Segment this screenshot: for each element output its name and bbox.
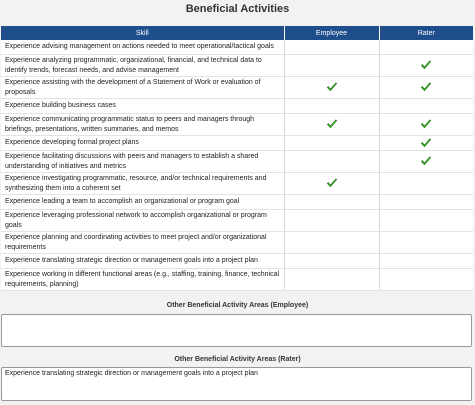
employee-check-cell[interactable]: [284, 98, 380, 114]
column-header-skill: Skill: [1, 26, 285, 40]
table-row: Experience translating strategic directi…: [1, 253, 473, 269]
checkmark-icon: [420, 156, 432, 166]
checkmark-icon: [420, 119, 432, 129]
column-header-rater: Rater: [379, 26, 473, 40]
employee-check-cell[interactable]: [284, 209, 380, 232]
rater-check-cell[interactable]: [379, 194, 473, 210]
employee-check-cell[interactable]: [284, 54, 380, 77]
rater-check-cell[interactable]: [379, 253, 473, 269]
table-row: Experience communicating programmatic st…: [1, 113, 473, 136]
table-row: Experience planning and coordinating act…: [1, 231, 473, 254]
table-row: Experience leveraging professional netwo…: [1, 209, 473, 232]
table-row: Experience building business cases: [1, 98, 473, 114]
skill-cell: Experience building business cases: [1, 98, 285, 114]
rater-check-cell[interactable]: [379, 268, 473, 291]
rater-check-cell[interactable]: [379, 172, 473, 195]
employee-check-cell[interactable]: [284, 135, 380, 151]
rater-check-cell[interactable]: [379, 76, 473, 99]
table-row: Experience investigating programmatic, r…: [1, 172, 473, 195]
skill-cell: Experience developing formal project pla…: [1, 135, 285, 151]
checkmark-icon: [326, 82, 338, 92]
table-row: Experience working in different function…: [1, 268, 473, 291]
checkmark-icon: [420, 82, 432, 92]
skill-cell: Experience facilitating discussions with…: [1, 150, 285, 173]
employee-check-cell[interactable]: [284, 150, 380, 173]
rater-check-cell[interactable]: [379, 231, 473, 254]
skill-cell: Experience advising management on action…: [1, 40, 285, 55]
skill-cell: Experience leveraging professional netwo…: [1, 209, 285, 232]
employee-check-cell[interactable]: [284, 172, 380, 195]
rater-check-cell[interactable]: [379, 135, 473, 151]
table-header-row: Skill Employee Rater: [1, 26, 473, 40]
skill-cell: Experience communicating programmatic st…: [1, 113, 285, 136]
skill-cell: Experience translating strategic directi…: [1, 253, 285, 269]
skill-cell: Experience assisting with the developmen…: [1, 76, 285, 99]
skill-cell: Experience analyzing programmatic, organ…: [1, 54, 285, 77]
rater-check-cell[interactable]: [379, 40, 473, 55]
employee-check-cell[interactable]: [284, 40, 380, 55]
other-employee-title: Other Beneficial Activity Areas (Employe…: [166, 302, 309, 309]
table-row: Experience analyzing programmatic, organ…: [1, 54, 473, 77]
checkmark-icon: [326, 119, 338, 129]
employee-check-cell[interactable]: [284, 76, 380, 99]
employee-check-cell[interactable]: [284, 194, 380, 210]
other-rater-title: Other Beneficial Activity Areas (Rater): [174, 356, 301, 363]
page-title: Beneficial Activities: [185, 3, 290, 15]
skill-cell: Experience investigating programmatic, r…: [1, 172, 285, 195]
other-rater-textarea[interactable]: Experience translating strategic directi…: [1, 367, 472, 401]
skill-cell: Experience planning and coordinating act…: [1, 231, 285, 254]
skill-cell: Experience leading a team to accomplish …: [1, 194, 285, 210]
rater-check-cell[interactable]: [379, 150, 473, 173]
rater-check-cell[interactable]: [379, 113, 473, 136]
employee-check-cell[interactable]: [284, 113, 380, 136]
column-header-employee: Employee: [284, 26, 380, 40]
table-row: Experience assisting with the developmen…: [1, 76, 473, 99]
table-row: Experience advising management on action…: [1, 40, 473, 55]
table-row: Experience facilitating discussions with…: [1, 150, 473, 173]
rater-check-cell[interactable]: [379, 54, 473, 77]
employee-check-cell[interactable]: [284, 231, 380, 254]
employee-check-cell[interactable]: [284, 268, 380, 291]
checkmark-icon: [420, 60, 432, 70]
table-row: Experience leading a team to accomplish …: [1, 194, 473, 210]
skill-cell: Experience working in different function…: [1, 268, 285, 291]
employee-check-cell[interactable]: [284, 253, 380, 269]
rater-check-cell[interactable]: [379, 209, 473, 232]
checkmark-icon: [420, 138, 432, 148]
other-employee-textarea[interactable]: [1, 314, 472, 347]
checkmark-icon: [326, 178, 338, 188]
rater-check-cell[interactable]: [379, 98, 473, 114]
table-row: Experience developing formal project pla…: [1, 135, 473, 151]
beneficial-activities-table: Skill Employee Rater Experience advising…: [1, 26, 473, 291]
